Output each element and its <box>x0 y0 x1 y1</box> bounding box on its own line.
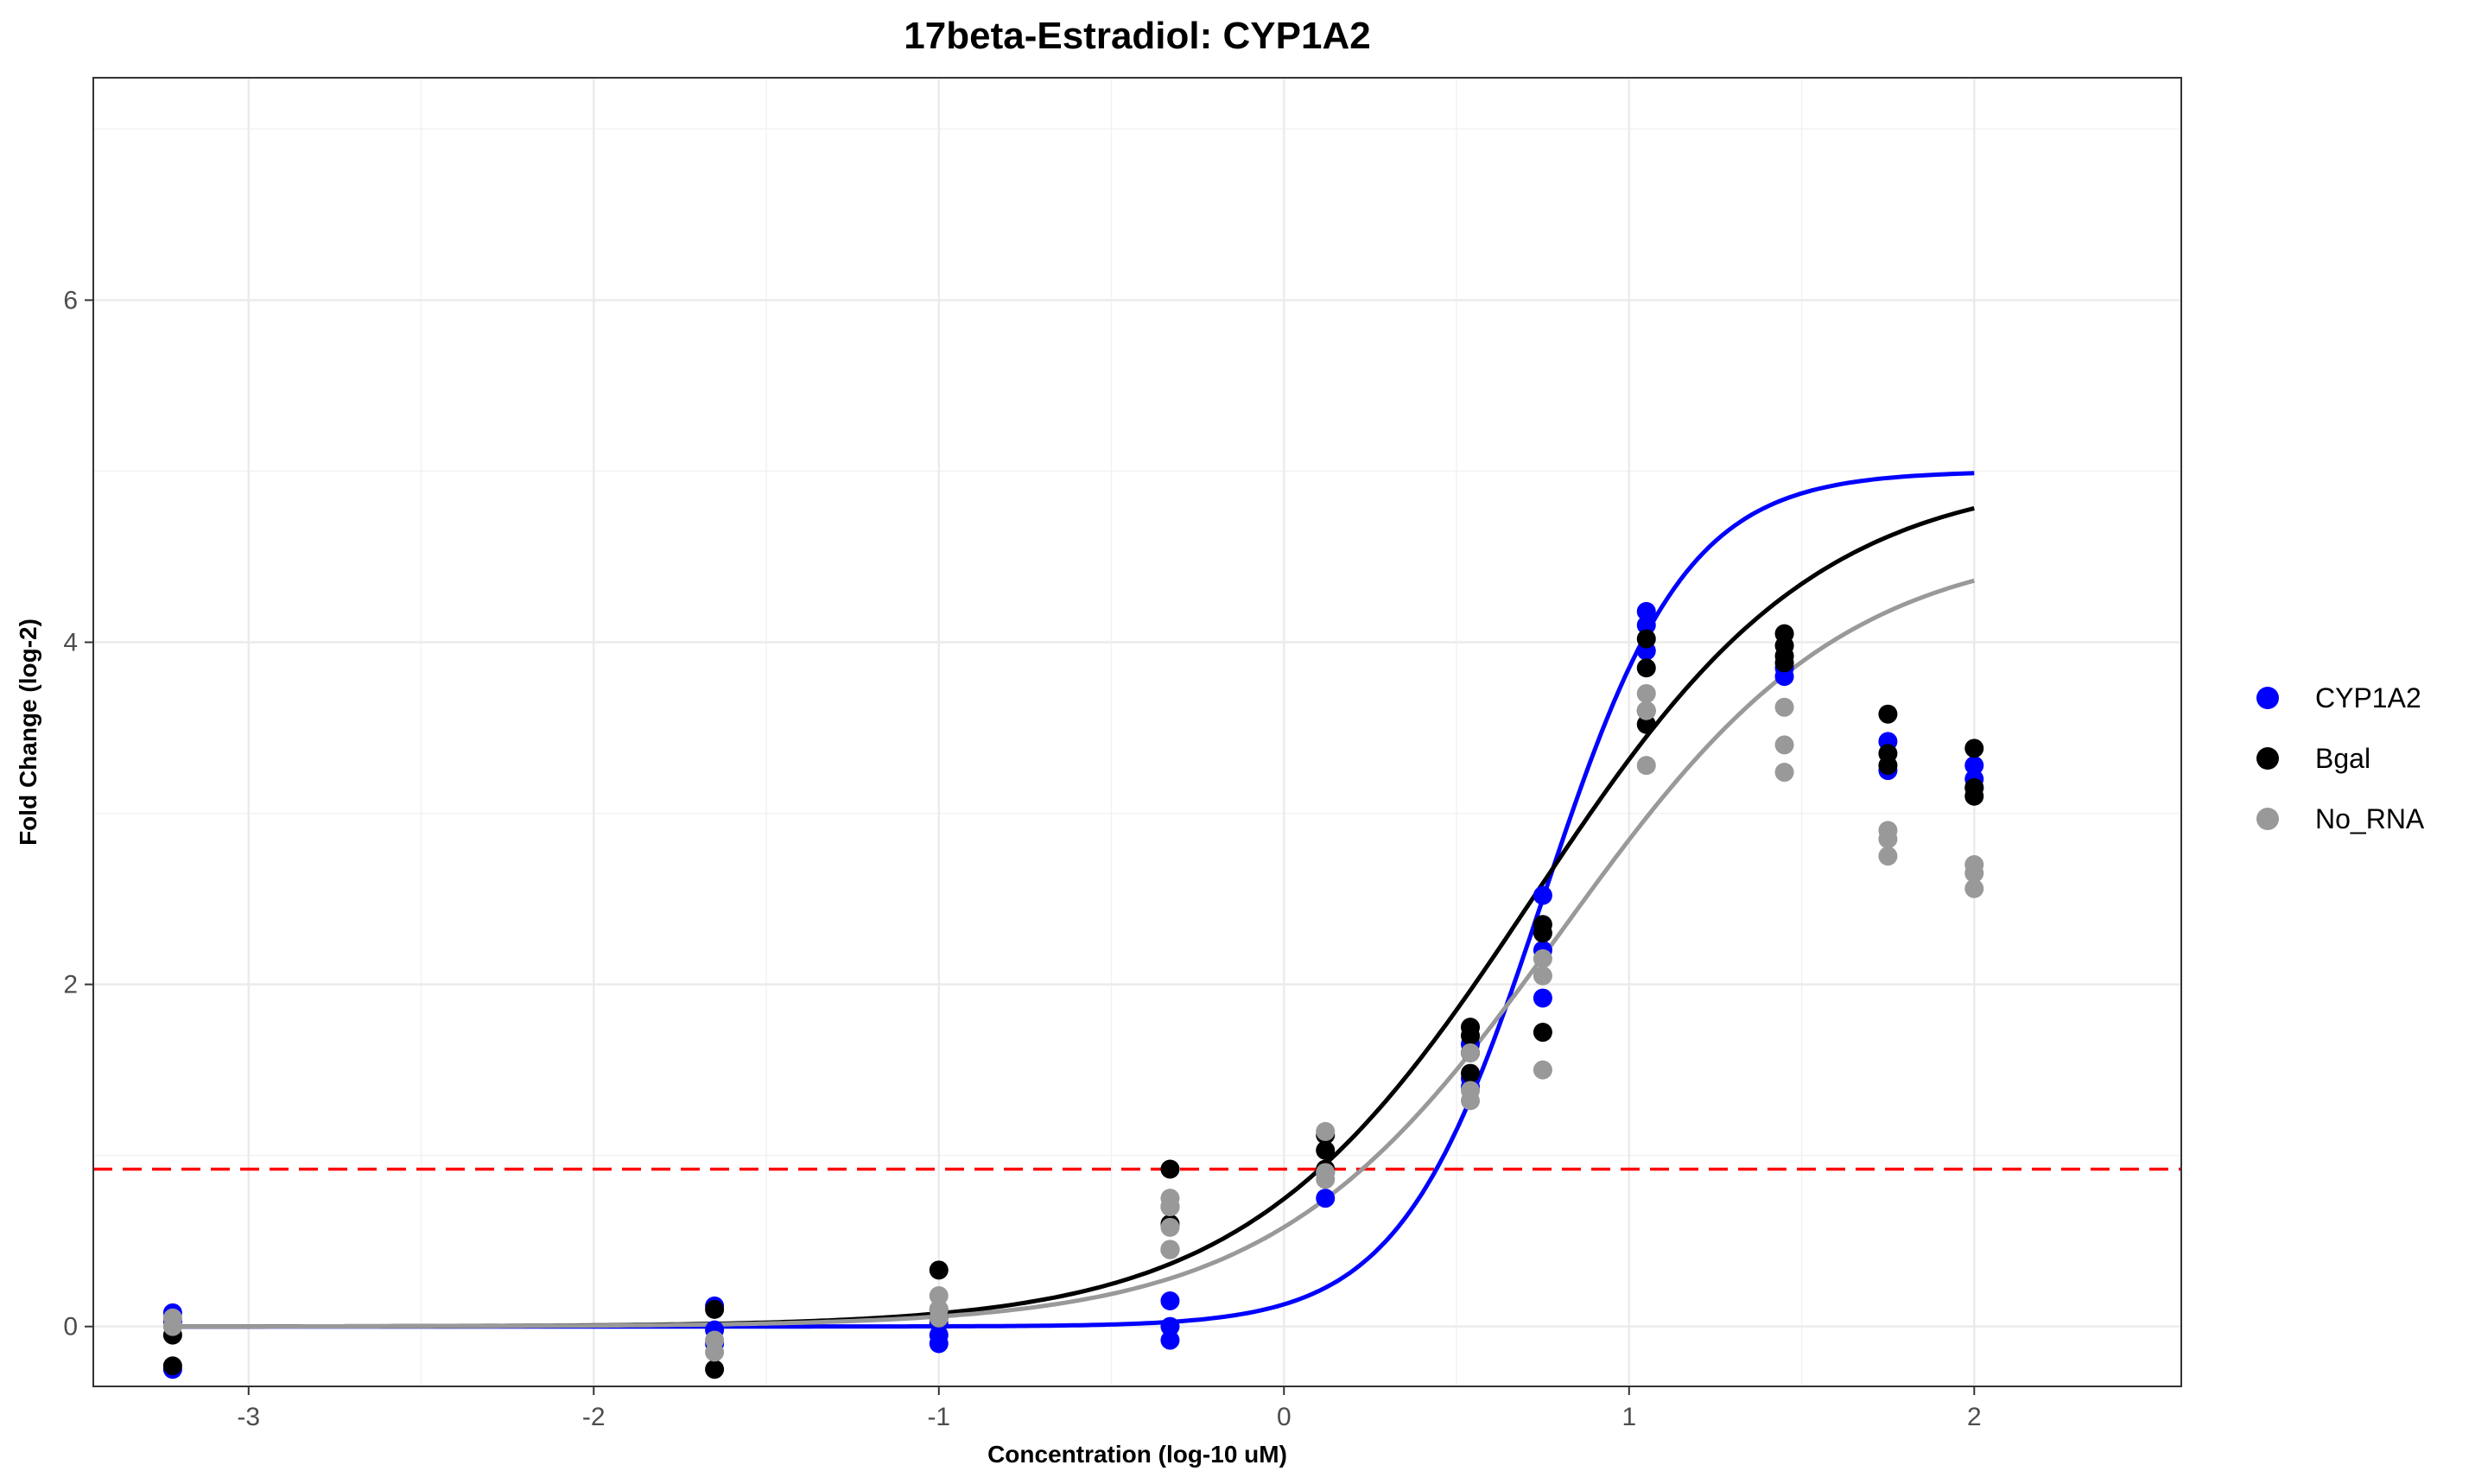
point-bgal <box>705 1360 725 1379</box>
point-bgal <box>1533 923 1552 943</box>
point-no_rna <box>929 1286 949 1306</box>
point-no_rna <box>1636 701 1656 720</box>
y-tick-label: 4 <box>63 629 78 657</box>
x-axis-title: Concentration (log-10 uM) <box>987 1441 1287 1468</box>
y-tick-label: 6 <box>63 286 78 314</box>
point-no_rna <box>1774 735 1794 755</box>
point-bgal <box>1636 658 1656 678</box>
point-cyp1a2 <box>1964 756 1984 776</box>
legend-key-no_rna <box>2256 808 2279 830</box>
point-no_rna <box>1316 1170 1336 1189</box>
point-bgal <box>1160 1159 1180 1179</box>
legend-key-bgal <box>2256 747 2279 770</box>
x-tick-label: 2 <box>1967 1403 1982 1431</box>
point-no_rna <box>1160 1217 1180 1237</box>
point-no_rna <box>1636 683 1656 703</box>
point-no_rna <box>705 1342 725 1362</box>
point-cyp1a2 <box>1774 667 1794 687</box>
point-bgal <box>705 1299 725 1319</box>
point-no_rna <box>1878 829 1898 849</box>
fit-curve-no_rna <box>172 578 1975 1329</box>
point-cyp1a2 <box>1636 615 1656 635</box>
y-tick-label: 2 <box>63 971 78 999</box>
x-tick-label: 1 <box>1621 1403 1636 1431</box>
point-bgal <box>1316 1140 1336 1160</box>
point-bgal <box>1533 1023 1552 1043</box>
point-no_rna <box>1878 847 1898 866</box>
point-bgal <box>1461 1063 1481 1083</box>
point-no_rna <box>1160 1240 1180 1259</box>
legend-label-cyp1a2: CYP1A2 <box>2315 682 2421 713</box>
point-no_rna <box>1533 948 1552 968</box>
point-no_rna <box>1774 763 1794 783</box>
point-bgal <box>1774 653 1794 673</box>
x-tick-label: -1 <box>927 1403 950 1431</box>
fit-curves <box>172 471 1975 1329</box>
grid-minor <box>93 78 2181 1386</box>
point-no_rna <box>1461 1043 1481 1062</box>
point-cyp1a2 <box>1533 988 1552 1008</box>
point-bgal <box>1964 786 1984 806</box>
legend-label-bgal: Bgal <box>2315 743 2370 774</box>
point-cyp1a2 <box>1316 1189 1336 1208</box>
legend: CYP1A2 Bgal No_RNA <box>2256 682 2425 834</box>
data-points <box>162 601 1984 1379</box>
x-tick-label: -3 <box>237 1403 260 1431</box>
point-no_rna <box>1964 863 1984 883</box>
y-axis-title: Fold Change (log-2) <box>15 618 41 846</box>
point-bgal <box>1878 704 1898 724</box>
point-no_rna <box>1636 756 1656 776</box>
point-cyp1a2 <box>1160 1291 1180 1310</box>
y-axis-ticks: 0 2 4 6 <box>63 286 93 1341</box>
point-cyp1a2 <box>1160 1316 1180 1336</box>
panel-border <box>92 77 2182 1387</box>
point-bgal <box>1636 629 1656 649</box>
x-tick-label: -2 <box>582 1403 606 1431</box>
point-bgal <box>929 1260 949 1280</box>
chart-title: 17beta-Estradiol: CYP1A2 <box>904 15 1370 57</box>
point-bgal <box>1964 739 1984 758</box>
legend-label-no_rna: No_RNA <box>2315 803 2425 834</box>
point-bgal <box>1878 756 1898 776</box>
point-no_rna <box>1964 878 1984 898</box>
point-no_rna <box>1316 1121 1336 1141</box>
point-bgal <box>162 1356 182 1376</box>
point-no_rna <box>1533 966 1552 986</box>
x-tick-label: 0 <box>1277 1403 1291 1431</box>
point-no_rna <box>1774 697 1794 717</box>
point-no_rna <box>162 1316 182 1336</box>
point-bgal <box>1461 1026 1481 1046</box>
point-cyp1a2 <box>929 1334 949 1354</box>
point-no_rna <box>929 1308 949 1328</box>
y-tick-label: 0 <box>63 1313 78 1341</box>
legend-key-cyp1a2 <box>2256 687 2279 709</box>
point-cyp1a2 <box>1636 601 1656 621</box>
x-axis-ticks: -3 -2 -1 0 1 2 <box>237 1386 1982 1431</box>
point-no_rna <box>1533 1060 1552 1080</box>
point-no_rna <box>1461 1091 1481 1111</box>
point-cyp1a2 <box>1533 885 1552 905</box>
point-cyp1a2 <box>1160 1330 1180 1350</box>
point-no_rna <box>1160 1197 1180 1217</box>
point-bgal <box>1636 714 1656 734</box>
